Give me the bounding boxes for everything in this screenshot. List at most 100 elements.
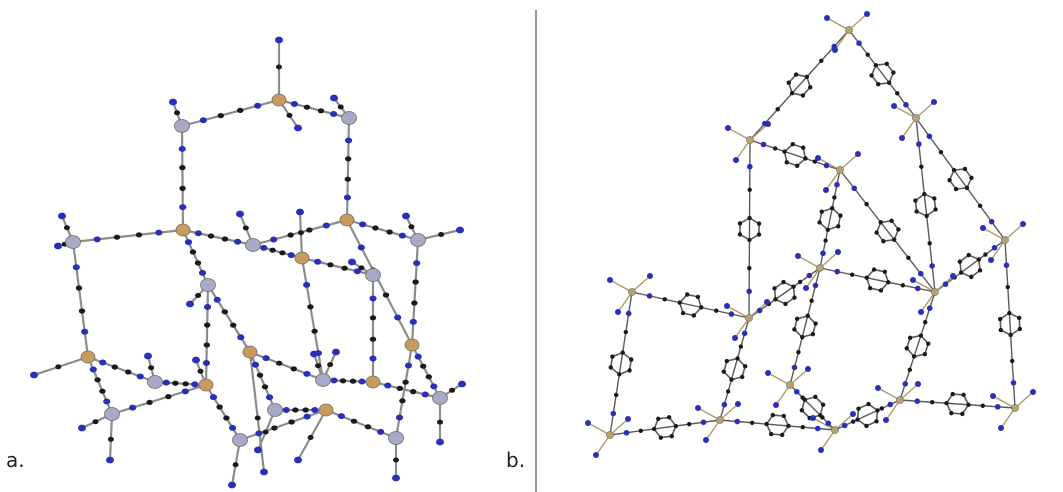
metal-centre [896, 396, 904, 404]
carbon-atom [344, 176, 351, 182]
nitrogen-atom [903, 102, 909, 108]
ring-carbon-atom [793, 72, 799, 77]
nitrogen-atom [260, 244, 268, 251]
metal-centre [831, 426, 839, 434]
carbon-atom [261, 384, 269, 390]
terminal-nitrogen-atom [402, 212, 410, 220]
nitrogen-atom [359, 221, 367, 228]
terminal-bond [767, 372, 791, 386]
carbon-atom [662, 297, 667, 302]
nitrogen-atom [178, 145, 186, 152]
carbon-atom [980, 403, 985, 408]
carbon-atom [197, 368, 204, 374]
ring-carbon-atom [786, 423, 791, 429]
nitrogen-atom [203, 304, 212, 310]
ring-carbon-atom [800, 334, 805, 340]
nitrogen-atom [734, 418, 741, 425]
terminal-bond [705, 419, 721, 441]
carbon-atom [411, 300, 418, 306]
carbon-atom [63, 225, 70, 231]
nitrogen-atom [303, 370, 311, 377]
carbon-atom [906, 255, 911, 261]
ring-carbon-atom [742, 364, 748, 369]
nitrogen-atom [917, 270, 924, 277]
terminal-nitrogen-atom [593, 452, 599, 458]
terminal-bond [727, 127, 751, 141]
carbon-atom [410, 389, 417, 395]
ring-carbon-atom [977, 268, 983, 273]
ring-carbon-atom [792, 327, 797, 332]
terminal-nitrogen-atom [899, 135, 905, 141]
panel-a-simplified-network: a. [0, 0, 530, 492]
carbon-atom [977, 203, 983, 209]
terminal-nitrogen-atom [310, 350, 318, 358]
carbon-atom [919, 164, 924, 169]
terminal-nitrogen-atom [294, 124, 302, 132]
metal-centre [746, 136, 754, 144]
ring-carbon-atom [724, 358, 730, 364]
ring-carbon-atom [933, 207, 938, 212]
ring-carbon-atom [961, 392, 966, 398]
nitrogen-atom [290, 100, 298, 107]
nitrogen-atom [747, 163, 753, 170]
terminal-nitrogen-atom [805, 366, 811, 372]
nitrogen-atom [398, 232, 406, 239]
carbon-atom [714, 308, 719, 313]
carbon-atom [747, 187, 752, 193]
nitrogen-atom [384, 382, 392, 389]
ring-carbon-atom [651, 426, 657, 432]
ring-carbon-atom [747, 215, 752, 221]
nitrogen-atom [841, 422, 848, 429]
ring-carbon-atom [1016, 315, 1022, 321]
carbon-atom [402, 379, 409, 385]
metal-centre [716, 416, 724, 424]
network-bond [181, 228, 255, 247]
terminal-bond [812, 417, 836, 431]
terminal-nitrogen-atom [803, 285, 809, 291]
ring-carbon-atom [889, 218, 894, 224]
ring-carbon-atom [737, 232, 743, 237]
network-bond [371, 380, 442, 400]
ring-carbon-atom [911, 354, 917, 359]
carbon-atom [341, 265, 348, 271]
terminal-nitrogen-atom [950, 273, 956, 279]
terminal-nitrogen-atom [725, 125, 731, 131]
ring-carbon-atom [878, 220, 883, 225]
carbon-atom [327, 362, 334, 368]
metal-node [294, 251, 310, 265]
carbon-atom [345, 156, 352, 162]
nitrogen-atom [942, 281, 949, 288]
nitrogen-atom [213, 296, 221, 303]
terminal-nitrogen-atom [647, 273, 653, 279]
carbon-atom [303, 104, 311, 110]
terminal-nitrogen-atom [275, 36, 283, 44]
ring-carbon-atom [886, 80, 892, 85]
ring-carbon-atom [810, 331, 816, 337]
ring-carbon-atom [829, 206, 835, 211]
nitrogen-atom [311, 407, 319, 413]
nitrogen-atom [820, 250, 826, 257]
ring-carbon-atom [768, 431, 774, 437]
terminal-nitrogen-atom [732, 335, 738, 341]
carbon-atom [1005, 284, 1010, 290]
linker-node [174, 119, 190, 133]
terminal-nitrogen-atom [30, 371, 38, 379]
network-bond [86, 355, 114, 416]
terminal-nitrogen-atom [864, 11, 870, 17]
carbon-atom [339, 378, 347, 384]
carbon-atom [315, 363, 322, 369]
nitrogen-atom [646, 293, 653, 299]
terminal-bond [893, 105, 917, 119]
nitrogen-atom [330, 377, 338, 384]
network-bond [410, 343, 442, 400]
terminal-nitrogen-atom [296, 208, 304, 216]
nitrogen-atom [337, 413, 345, 420]
nitrogen-atom [369, 295, 377, 302]
network-bond [86, 355, 157, 384]
ring-carbon-atom [658, 435, 664, 440]
terminal-bond [819, 251, 839, 269]
nitrogen-atom [793, 388, 800, 395]
network-bond [410, 238, 420, 347]
terminal-nitrogen-atom [695, 405, 701, 411]
linker-node [410, 233, 426, 247]
